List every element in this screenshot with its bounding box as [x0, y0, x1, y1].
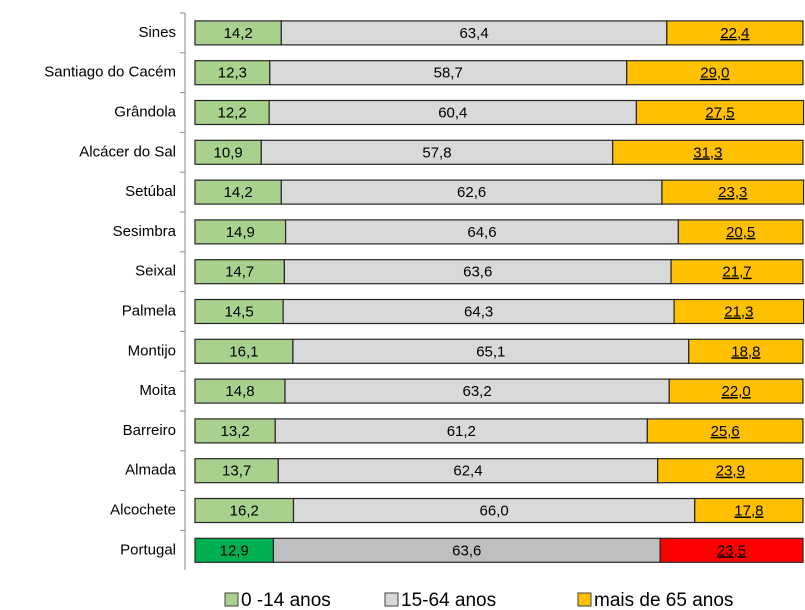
bar-segment — [274, 418, 648, 444]
bar-segment — [194, 60, 271, 86]
data-label: 17,8 — [734, 502, 763, 519]
data-label: 57,8 — [422, 144, 451, 161]
data-label: 22,0 — [722, 383, 751, 400]
bar-segment — [284, 378, 670, 404]
y-tick-label: Palmela — [122, 302, 177, 319]
bar-segment — [635, 99, 805, 126]
data-label: 14,2 — [224, 184, 253, 201]
data-label: 58,7 — [434, 65, 463, 82]
data-label: 14,8 — [225, 383, 254, 400]
bar-segment — [194, 497, 295, 524]
y-tick-label: Setúbal — [125, 183, 176, 200]
y-tick-label: Santiago do Cacém — [44, 64, 176, 81]
data-label: 60,4 — [438, 104, 467, 121]
data-label: 61,2 — [447, 423, 476, 440]
data-label: 14,5 — [224, 303, 253, 320]
data-label: 21,3 — [724, 303, 753, 320]
data-label: 16,1 — [229, 343, 258, 360]
data-label: 12,3 — [218, 65, 247, 82]
data-label: 63,4 — [459, 25, 488, 42]
data-label: 62,4 — [453, 463, 482, 480]
data-label: 22,4 — [720, 25, 749, 42]
data-label: 14,2 — [224, 25, 253, 42]
data-label: 31,3 — [693, 144, 722, 161]
data-label: 12,2 — [217, 104, 246, 121]
data-label: 63,2 — [463, 383, 492, 400]
bar-segment — [194, 298, 284, 325]
data-label: 21,7 — [722, 264, 751, 281]
data-label: 64,6 — [467, 224, 496, 241]
data-label: 63,6 — [452, 542, 481, 559]
legend-swatch — [384, 592, 399, 607]
data-label: 23,5 — [717, 542, 746, 559]
bar-segment — [284, 219, 679, 245]
legend-label: 0 -14 anos — [241, 590, 331, 610]
bar-segment — [292, 338, 690, 364]
data-label: 14,9 — [226, 224, 255, 241]
y-tick-label: Seixal — [135, 263, 176, 280]
data-label: 64,3 — [464, 303, 493, 320]
bar-segment — [194, 418, 276, 444]
y-tick-label: Montijo — [128, 342, 176, 359]
data-label: 23,3 — [718, 184, 747, 201]
bar-segment — [272, 537, 661, 563]
y-tick-label: Alcochete — [110, 501, 176, 518]
y-tick-label: Barreiro — [123, 422, 176, 439]
y-tick-label: Sesimbra — [113, 223, 177, 240]
bar-segment — [612, 139, 804, 165]
bar-segment — [688, 338, 804, 364]
data-label: 27,5 — [705, 104, 734, 121]
bar-segment — [657, 458, 804, 484]
bar-segment — [194, 338, 294, 364]
data-label: 16,2 — [230, 502, 259, 519]
data-label: 20,5 — [726, 224, 755, 241]
y-tick-label: Grândola — [114, 103, 176, 120]
y-tick-label: Sines — [138, 24, 176, 41]
bar-segment — [282, 298, 675, 325]
data-label: 25,6 — [711, 423, 740, 440]
bar-segment — [194, 458, 279, 484]
data-label: 63,6 — [463, 264, 492, 281]
data-label: 65,1 — [476, 343, 505, 360]
data-label: 12,9 — [220, 542, 249, 559]
bar-segment — [666, 20, 804, 46]
bar-segment — [280, 20, 668, 46]
legend-swatch — [224, 592, 239, 607]
y-tick-label: Portugal — [120, 541, 176, 558]
y-tick-label: Alcácer do Sal — [79, 143, 176, 160]
data-label: 23,9 — [716, 463, 745, 480]
bar-segment — [260, 139, 614, 165]
bar-segment — [668, 378, 804, 404]
bar-segment — [194, 259, 285, 285]
legend-label: 15-64 anos — [401, 590, 496, 610]
data-label: 66,0 — [480, 502, 509, 519]
data-label: 62,6 — [457, 184, 486, 201]
bar-segment — [661, 179, 805, 205]
bar-segment — [694, 497, 804, 524]
bar-segment — [194, 219, 287, 245]
y-tick-label: Almada — [125, 462, 177, 479]
data-label: 14,7 — [225, 264, 254, 281]
y-tick-label: Moita — [139, 382, 176, 399]
data-label: 29,0 — [700, 65, 729, 82]
bar-segment — [277, 458, 659, 484]
bar-segment — [194, 179, 282, 205]
data-label: 13,7 — [222, 463, 251, 480]
data-label: 10,9 — [214, 144, 243, 161]
data-label: 18,8 — [731, 343, 760, 360]
bar-segment — [677, 219, 804, 245]
data-label: 13,2 — [221, 423, 250, 440]
bar-segment — [673, 298, 805, 325]
bar-segment — [269, 60, 628, 86]
bar-segment — [659, 537, 804, 563]
bar-segment — [646, 418, 804, 444]
legend-label: mais de 65 anos — [594, 590, 733, 610]
bar-segment — [283, 259, 672, 285]
legend-swatch — [577, 592, 592, 607]
bar-segment — [626, 60, 804, 86]
bar-segment — [280, 179, 663, 205]
bar-segment — [670, 259, 804, 285]
